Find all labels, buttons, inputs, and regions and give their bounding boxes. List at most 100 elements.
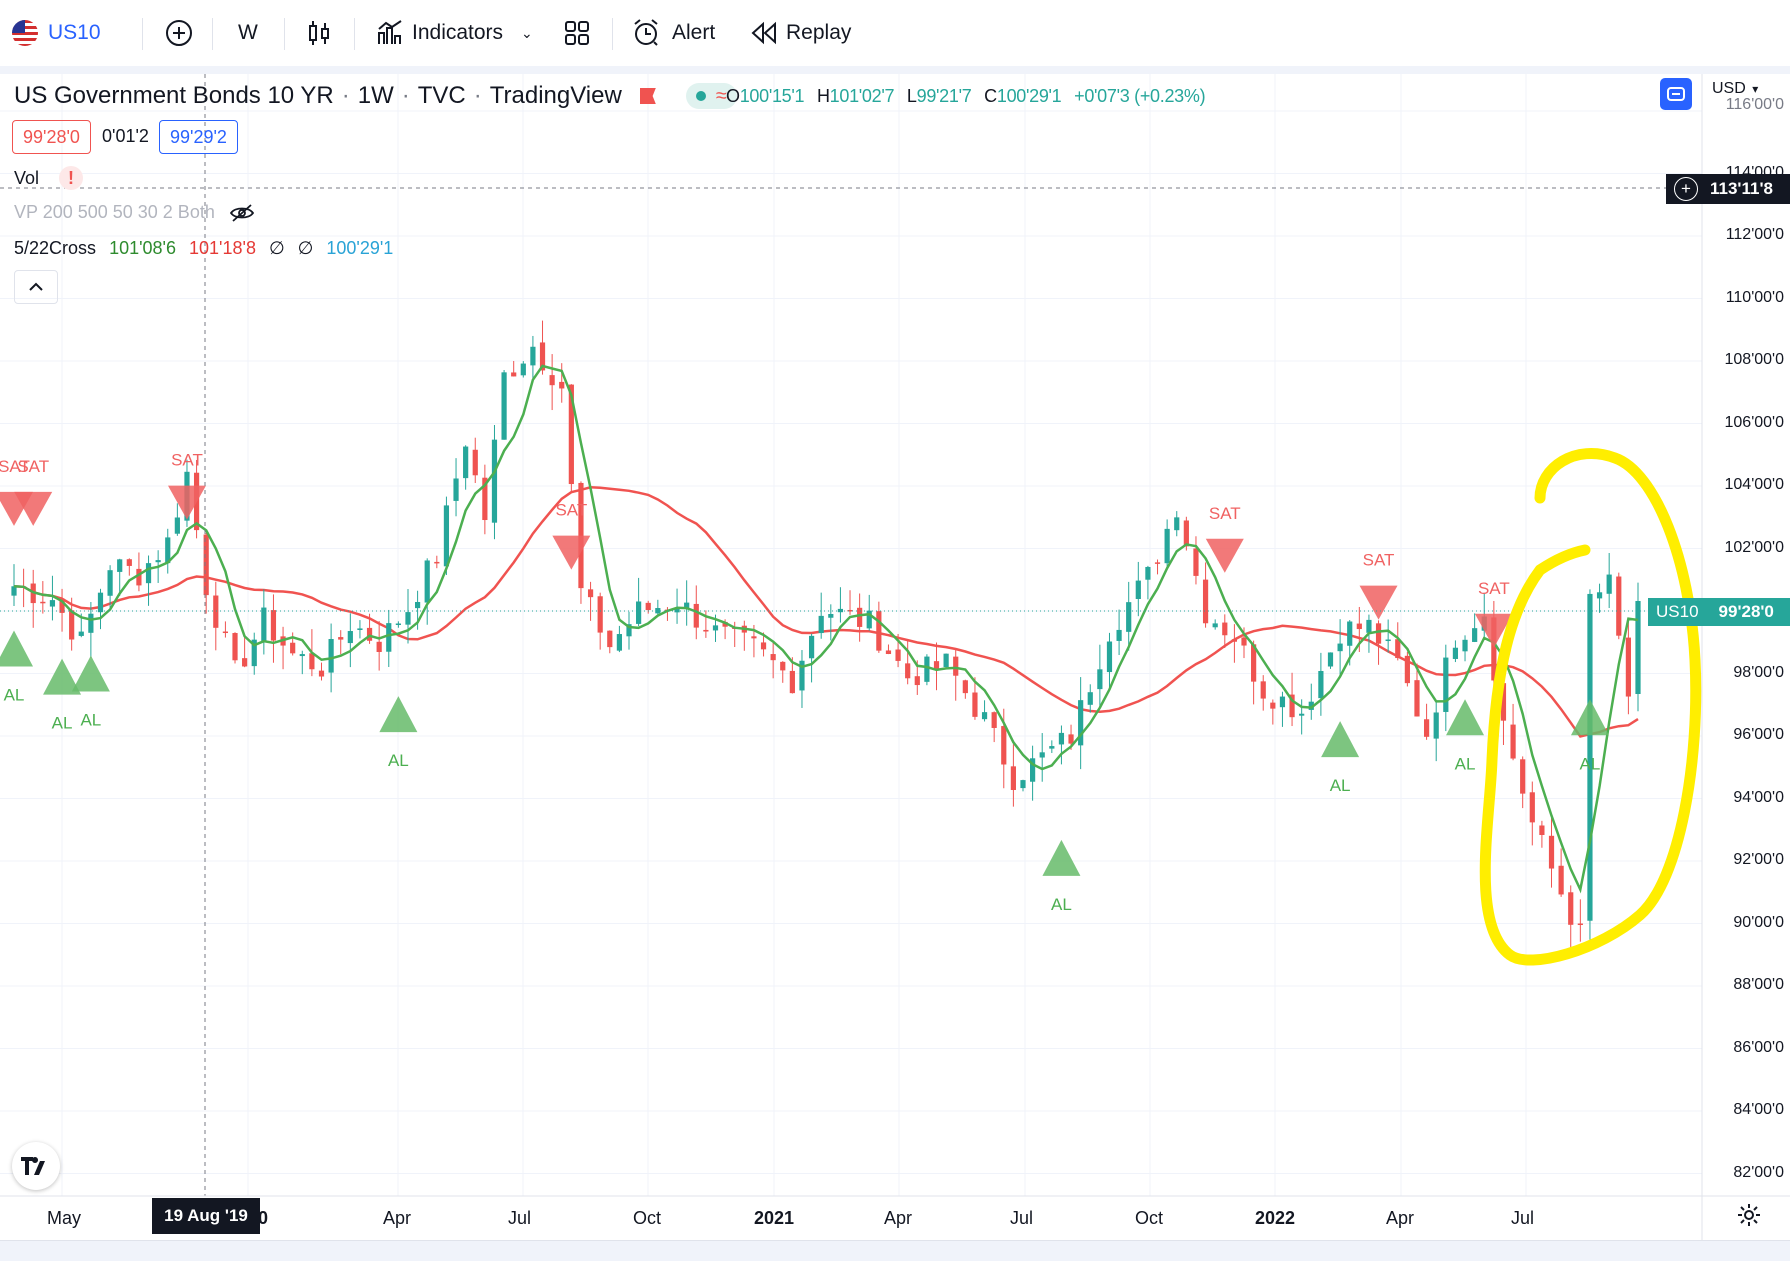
crosshair-date-label: 19 Aug '19 — [152, 1198, 260, 1234]
sell-signal-marker — [167, 485, 206, 520]
candle-body — [1356, 623, 1362, 630]
cross-indicator-legend[interactable]: 5/22Cross 101'08'6 101'18'8 ∅ ∅ 100'29'1 — [14, 238, 393, 259]
chevron-down-icon: ▾ — [1752, 82, 1759, 96]
time-tick-label: May — [47, 1208, 82, 1228]
candle-body — [914, 676, 920, 686]
candle-body — [1404, 655, 1410, 684]
indicators-label: Indicators — [412, 21, 504, 44]
sma-slow-line — [13, 486, 1639, 738]
chart-grid — [0, 74, 1702, 1196]
sell-price-button[interactable]: 99'28'0 — [12, 120, 91, 154]
time-tick-label: Oct — [1135, 1208, 1164, 1228]
candle-body — [222, 631, 229, 634]
chart-legend: US Government Bonds 10 YR · 1W · TVC · T… — [14, 82, 737, 110]
candle-body — [1558, 865, 1564, 895]
volume-indicator-legend[interactable]: Vol ! — [14, 166, 84, 190]
candle-body — [203, 534, 209, 596]
candle-body — [299, 654, 305, 657]
currency-selector[interactable]: USD ▾ — [1712, 80, 1758, 98]
templates-button[interactable] — [564, 0, 590, 66]
candle-body — [1116, 629, 1122, 641]
candle-body — [578, 482, 584, 589]
candle-body — [751, 636, 757, 639]
sma-fast-layer — [13, 364, 1639, 894]
buy-price-button[interactable]: 99'29'2 — [159, 120, 238, 154]
tradingview-logo[interactable] — [12, 1142, 60, 1190]
last-price-value: 99'28'0 — [1718, 602, 1774, 621]
us-flag-icon — [12, 20, 38, 46]
candle-body — [1443, 657, 1449, 712]
candle-body — [1596, 592, 1603, 599]
symbol-label: US10 — [48, 21, 101, 44]
tradingview-logo-icon — [21, 1157, 45, 1175]
candle-body — [905, 663, 911, 679]
candle-body — [126, 559, 132, 566]
price-tick-partial: 116'00'0 — [1725, 96, 1784, 110]
candle-body — [1068, 734, 1074, 744]
buy-signal-label: AL — [1455, 754, 1476, 773]
collapse-legend-button[interactable] — [14, 270, 58, 304]
candle-body — [1145, 566, 1151, 580]
candle-body — [1058, 732, 1065, 745]
price-tick-label: 110'00'0 — [1725, 288, 1784, 306]
candle-body — [174, 517, 180, 534]
auto-scale-button[interactable] — [1660, 78, 1692, 110]
candle-body — [1635, 600, 1641, 694]
compare-symbol-button[interactable] — [164, 0, 194, 66]
candle-body — [857, 607, 863, 627]
candle-body — [155, 560, 161, 563]
alert-label: Alert — [672, 21, 716, 44]
spread-value: 0'01'2 — [102, 126, 149, 146]
price-tick-label: 108'00'0 — [1724, 351, 1785, 368]
candle-body — [1568, 892, 1574, 925]
candle-body — [876, 611, 882, 651]
alert-button[interactable]: Alert — [632, 0, 715, 66]
legend-exchange: TVC — [417, 82, 466, 109]
candle-body — [405, 612, 411, 625]
price-tick-label: 104'00'0 — [1724, 476, 1785, 493]
legend-interval: 1W — [357, 82, 394, 109]
candle-body — [11, 586, 17, 596]
candle-body — [1049, 746, 1055, 749]
candle-body — [1039, 752, 1045, 758]
candle-body — [722, 621, 728, 627]
cross-label: 5/22Cross — [14, 238, 97, 258]
candle-body — [818, 615, 824, 634]
candle-body — [953, 656, 959, 676]
interval-button[interactable]: W — [238, 0, 258, 66]
candle-body — [1251, 644, 1257, 682]
candle-body — [1202, 579, 1209, 624]
add-level-icon[interactable]: + — [1674, 177, 1698, 201]
candle-body — [366, 627, 373, 641]
buy-signal-marker — [379, 696, 418, 733]
time-tick-label: Apr — [383, 1208, 412, 1228]
sell-signal-label: SAT — [1209, 504, 1241, 523]
time-tick-label: Jul — [1511, 1208, 1535, 1228]
candle-body — [674, 609, 680, 613]
candle-body — [1212, 623, 1218, 628]
chart-type-button[interactable] — [306, 0, 332, 66]
sell-signal-marker — [552, 535, 591, 570]
candle-body — [145, 563, 152, 584]
market-status-pill[interactable]: ≈ — [685, 83, 737, 109]
chart-settings-button[interactable] — [1734, 1200, 1764, 1230]
symbol-search-button[interactable]: US10 — [12, 0, 101, 66]
candle-body — [49, 600, 56, 607]
candle-body — [655, 608, 661, 614]
time-tick-label: 2022 — [1255, 1208, 1296, 1228]
candle-body — [587, 589, 594, 598]
candle-body — [1472, 628, 1478, 642]
legend-title: US Government Bonds 10 YR — [14, 82, 334, 109]
gear-icon — [1738, 1204, 1760, 1226]
candle-body — [1174, 517, 1180, 531]
candle-body — [789, 670, 795, 694]
indicators-button[interactable]: Indicators ⌄ — [376, 0, 533, 66]
volume-profile-legend[interactable]: VP 200 500 50 30 2 Both — [14, 202, 255, 223]
replay-button[interactable]: Replay — [750, 0, 851, 66]
candle-body — [1078, 700, 1084, 746]
sell-signal-label: SAT — [17, 457, 49, 476]
candle-body — [1452, 647, 1459, 659]
candle-body — [1289, 694, 1295, 718]
hidden-eye-icon[interactable] — [229, 203, 255, 223]
